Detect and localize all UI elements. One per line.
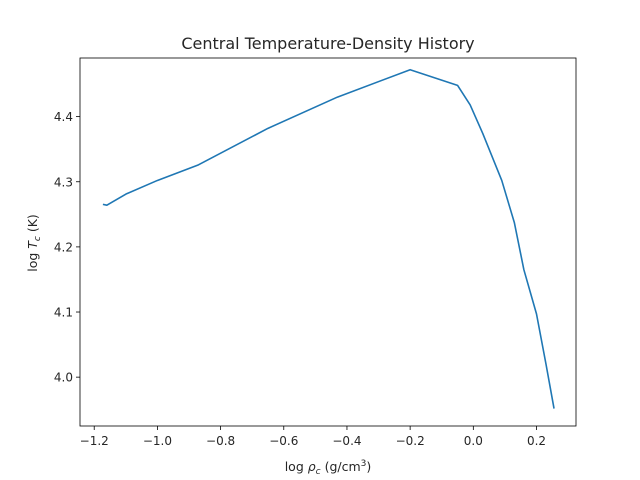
y-axis-label: log Tc (K) bbox=[25, 214, 43, 272]
plot-frame bbox=[79, 57, 577, 427]
x-tick-label: −1.2 bbox=[80, 434, 109, 448]
y-axis-label-prefix: log bbox=[25, 249, 40, 272]
x-axis-label-units-end: ) bbox=[366, 459, 371, 474]
x-tick-label: −1.0 bbox=[143, 434, 172, 448]
y-tick-label: 4.0 bbox=[54, 371, 73, 385]
x-tick-label: −0.2 bbox=[396, 434, 425, 448]
x-tick-label: 0.2 bbox=[527, 434, 546, 448]
y-tick-label: 4.4 bbox=[54, 110, 73, 124]
x-axis-label-subscript: c bbox=[316, 467, 321, 477]
x-axis-label-prefix: log bbox=[285, 459, 308, 474]
x-tick-label: −0.4 bbox=[332, 434, 361, 448]
plot-area bbox=[79, 57, 577, 427]
y-axis: 4.0 4.1 4.2 4.3 4.4 bbox=[54, 110, 80, 385]
y-axis-label-subscript: c bbox=[33, 236, 43, 241]
x-tick-label: −0.6 bbox=[269, 434, 298, 448]
x-axis-label-symbol: ρ bbox=[308, 459, 316, 474]
y-tick-label: 4.3 bbox=[54, 175, 73, 189]
x-tick-label: 0.0 bbox=[464, 434, 483, 448]
y-axis-label-units: (K) bbox=[25, 214, 40, 236]
series-line bbox=[102, 68, 555, 409]
y-axis-label-symbol: T bbox=[25, 240, 40, 249]
chart-title: Central Temperature-Density History bbox=[181, 34, 474, 53]
x-axis-label: log ρc (g/cm3) bbox=[285, 459, 372, 477]
x-axis: −1.2 −1.0 −0.8 −0.6 −0.4 −0.2 0.0 0.2 bbox=[80, 426, 546, 448]
x-tick-label: −0.8 bbox=[206, 434, 235, 448]
x-axis-label-units: (g/cm bbox=[321, 459, 361, 474]
x-axis-label-superscript: 3 bbox=[361, 459, 367, 469]
y-tick-label: 4.1 bbox=[54, 306, 73, 320]
y-tick-label: 4.2 bbox=[54, 240, 73, 254]
series-layer bbox=[102, 68, 555, 409]
